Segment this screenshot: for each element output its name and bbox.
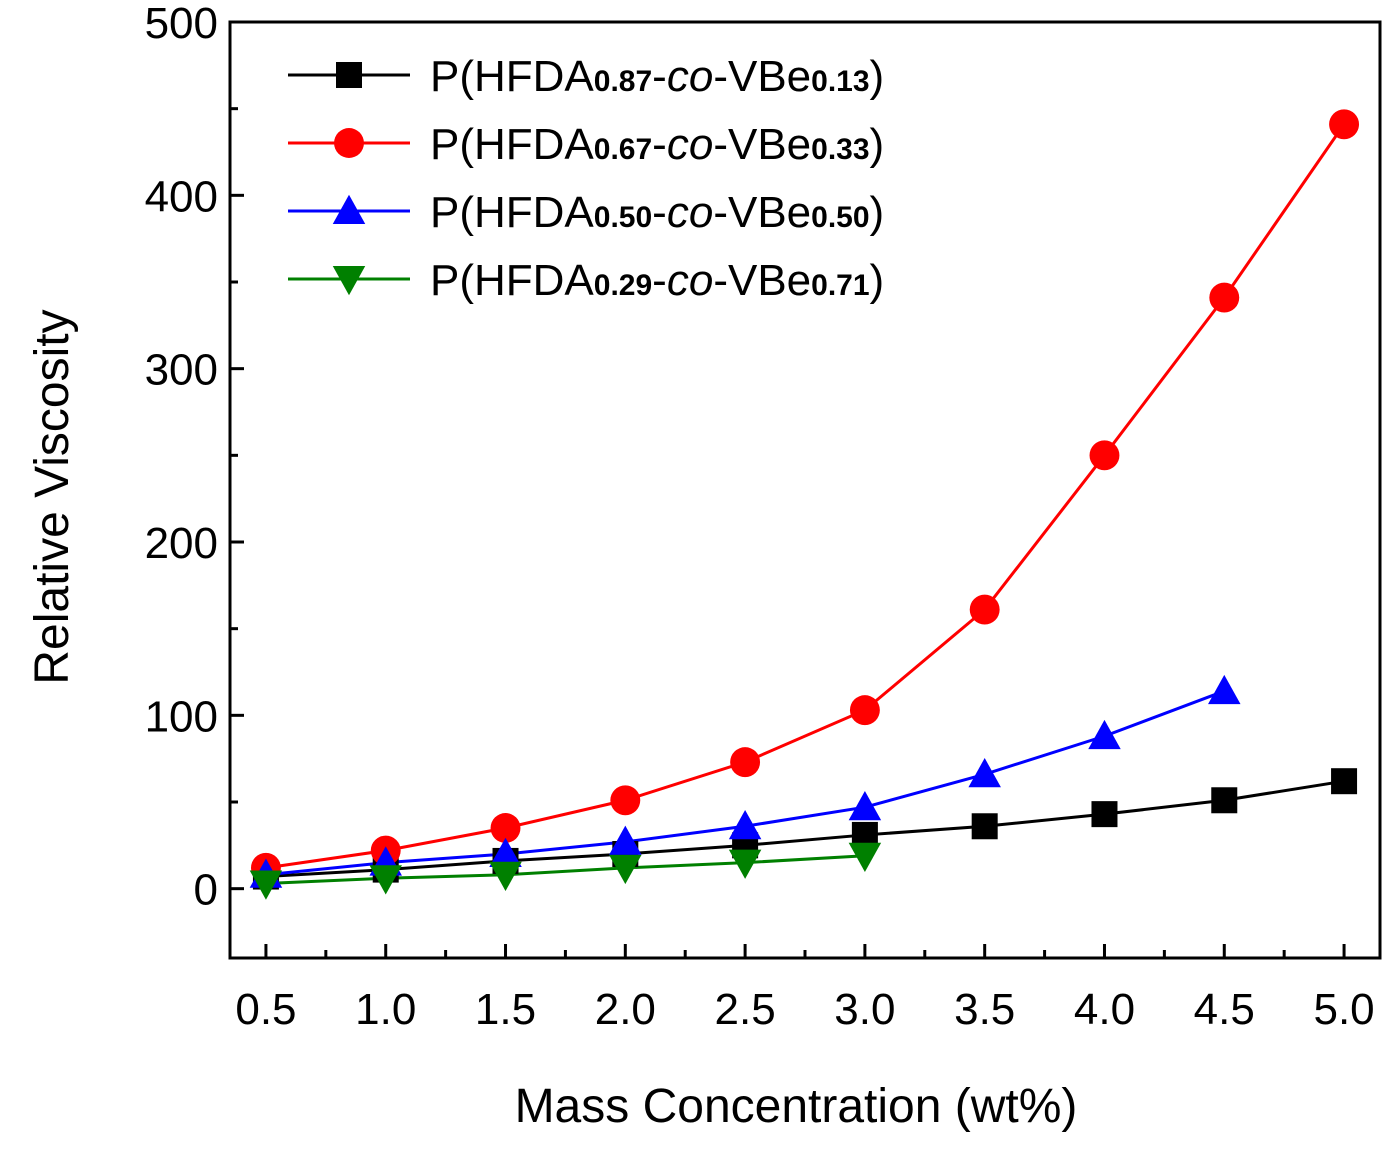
legend-label-part: P(HFDA [430, 256, 594, 305]
series-4-point [728, 849, 762, 879]
legend-label-part: 0.71 [811, 269, 869, 302]
x-tick-label: 1.0 [355, 985, 416, 1034]
legend-label-part: 0.50 [811, 201, 869, 234]
legend-label-part: -VBe [713, 188, 811, 237]
x-tick-label: 2.0 [595, 985, 656, 1034]
legend-label-2: P(HFDA0.67-co-VBe0.33) [430, 120, 884, 169]
series-1-point [1211, 787, 1238, 814]
legend-label-part: - [652, 52, 667, 101]
series-layer [249, 109, 1360, 900]
legend-label-part: co [667, 256, 713, 305]
series-2-point [849, 695, 880, 726]
series-2-point [1089, 440, 1120, 471]
y-tick-label: 0 [194, 866, 218, 915]
legend-label-part: ) [870, 120, 885, 169]
legend-label-4: P(HFDA0.29-co-VBe0.71) [430, 256, 884, 305]
x-tick-label: 5.0 [1313, 985, 1374, 1034]
legend-label-part: -VBe [713, 52, 811, 101]
series-4-point [249, 870, 283, 900]
y-tick-label: 100 [145, 692, 218, 741]
x-tick-label: 4.5 [1194, 985, 1255, 1034]
series-2-point [969, 594, 1000, 625]
legend-label-part: ) [870, 52, 885, 101]
y-tick-label: 500 [145, 0, 218, 48]
y-tick-label: 300 [145, 346, 218, 395]
series-3-point [728, 810, 762, 840]
legend-label-part: 0.13 [811, 65, 869, 98]
series-4-point [489, 861, 522, 892]
legend-label-part: P(HFDA [430, 188, 594, 237]
x-tick-label: 1.5 [475, 985, 536, 1034]
legend-label-3: P(HFDA0.50-co-VBe0.50) [430, 188, 884, 237]
series-3-point [1208, 674, 1241, 705]
legend: P(HFDA0.87-co-VBe0.13)P(HFDA0.67-co-VBe0… [288, 52, 884, 305]
series-3-point [489, 837, 522, 867]
x-tick-label: 3.0 [834, 985, 895, 1034]
legend-label-part: 0.33 [811, 133, 869, 166]
legend-label-part: - [652, 188, 667, 237]
legend-label-part: P(HFDA [430, 52, 594, 101]
series-2-point [490, 813, 521, 843]
y-tick-label: 200 [145, 519, 218, 568]
series-3-point [968, 758, 1001, 788]
x-tick-label: 2.5 [715, 985, 776, 1034]
series-line-1 [265, 779, 1345, 879]
legend-label-part: ) [870, 256, 885, 305]
y-axis-title: Relative Viscosity [26, 309, 79, 684]
series-2-point [730, 747, 761, 778]
legend-label-part: 0.87 [594, 65, 652, 98]
series-2-point [610, 785, 641, 816]
series-line-4 [265, 854, 865, 885]
series-3-point [609, 825, 642, 855]
x-axis-title: Mass Concentration (wt%) [515, 1080, 1078, 1133]
series-1-point [971, 813, 998, 840]
legend-marker-2 [334, 128, 364, 158]
legend-label-part: 0.50 [594, 201, 652, 234]
legend-label-part: -VBe [713, 256, 811, 305]
axes-layer: 0.5 1.0 1.5 2.0 2.5 3.0 3.5 4.0 4.5 5.0 0 100 200 300… [145, 0, 1382, 1034]
legend-marker-1 [336, 62, 362, 88]
x-tick-label: 0.5 [235, 985, 296, 1034]
legend-label-part: - [652, 120, 667, 169]
series-4-point [609, 854, 642, 885]
series-2-point [1209, 282, 1240, 313]
legend-label-part: - [652, 256, 667, 305]
series-4-point [369, 865, 402, 895]
legend-label-part: 0.29 [594, 269, 652, 302]
series-2-point [1329, 109, 1360, 140]
legend-label-part: co [667, 52, 713, 101]
legend-label-part: co [667, 120, 713, 169]
legend-label-1: P(HFDA0.87-co-VBe0.13) [430, 52, 884, 101]
series-4-point [848, 842, 882, 872]
x-tick-label: 4.0 [1074, 985, 1135, 1034]
legend-label-part: 0.67 [594, 133, 652, 166]
legend-marker-3 [332, 194, 366, 224]
legend-label-part: -VBe [713, 120, 811, 169]
series-3-point [1088, 719, 1121, 750]
y-tick-label: 400 [145, 172, 218, 221]
series-3-point [848, 790, 882, 821]
x-tick-label: 3.5 [954, 985, 1015, 1034]
legend-label-part: P(HFDA [430, 120, 594, 169]
legend-marker-4 [332, 266, 366, 296]
legend-label-part: ) [870, 188, 885, 237]
series-1-point [1091, 801, 1118, 828]
series-1-point [1331, 768, 1358, 795]
series-line-2 [265, 123, 1346, 870]
legend-label-part: co [667, 188, 713, 237]
